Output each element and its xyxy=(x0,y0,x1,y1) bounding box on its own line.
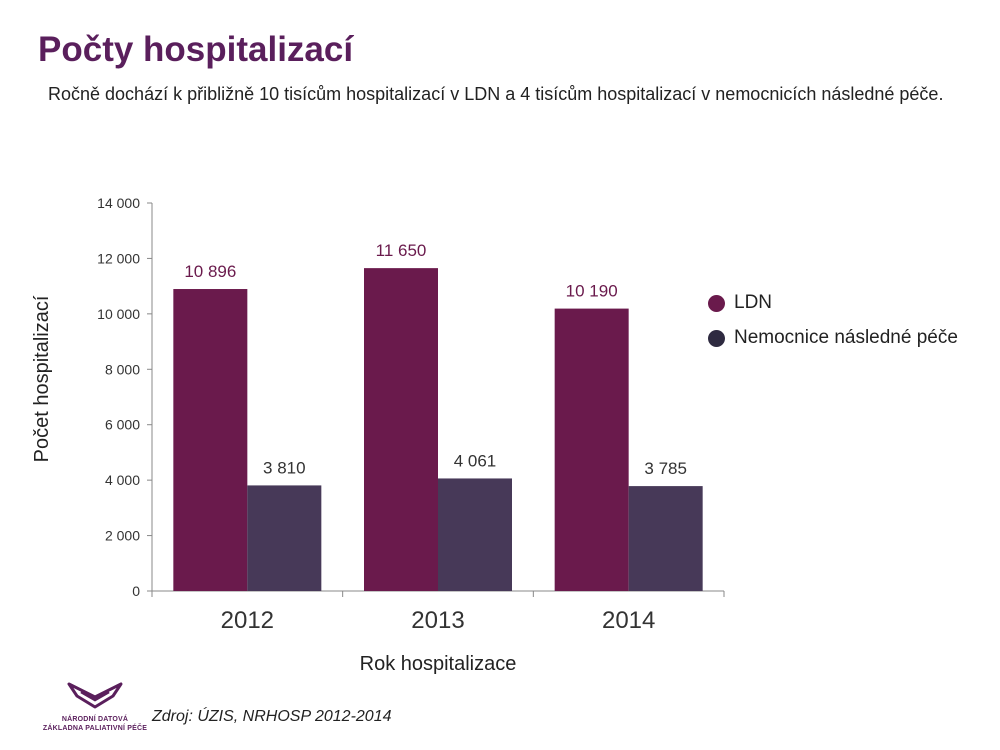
x-tick-label: 2014 xyxy=(602,607,655,634)
logo-text-line2: ZÁKLADNA PALIATIVNÍ PÉČE xyxy=(42,725,148,732)
x-axis-title: Rok hospitalizace xyxy=(360,653,517,675)
logo-text-line1: NÁRODNÍ DATOVÁ xyxy=(61,716,129,723)
bar-ldn xyxy=(173,289,248,591)
bar-nnp xyxy=(247,485,322,591)
data-label: 10 190 xyxy=(566,282,618,301)
y-tick-label: 2 000 xyxy=(105,528,140,544)
legend-swatch-nnp xyxy=(708,329,725,347)
x-tick-label: 2013 xyxy=(411,607,464,634)
legend-label-nnp: Nemocnice následné péče xyxy=(734,327,958,348)
source-note: Zdroj: ÚZIS, NRHOSP 2012-2014 xyxy=(152,708,392,725)
data-label: 3 785 xyxy=(644,459,687,478)
y-tick-label: 12 000 xyxy=(97,250,140,266)
y-tick-label: 14 000 xyxy=(97,195,140,211)
y-tick-label: 10 000 xyxy=(97,306,140,322)
y-tick-label: 4 000 xyxy=(105,472,140,488)
y-tick-label: 0 xyxy=(132,583,140,599)
butterfly-logo-icon xyxy=(67,682,123,709)
logo: NÁRODNÍ DATOVÁ ZÁKLADNA PALIATIVNÍ PÉČE xyxy=(40,680,150,733)
data-label: 11 650 xyxy=(376,241,427,260)
chart-legend: LDN Nemocnice následné péče xyxy=(708,288,958,358)
bar-nnp xyxy=(628,486,703,591)
legend-label-ldn: LDN xyxy=(734,292,773,313)
legend-item-nnp: Nemocnice následné péče xyxy=(708,323,958,353)
data-label: 3 810 xyxy=(263,458,306,477)
bar-ldn xyxy=(364,268,438,591)
y-tick-label: 8 000 xyxy=(105,361,140,377)
x-tick-label: 2012 xyxy=(221,607,274,634)
y-tick-label: 6 000 xyxy=(105,417,140,433)
page-subtitle: Ročně dochází k přibližně 10 tisícům hos… xyxy=(48,84,944,104)
legend-item-ldn: LDN xyxy=(708,288,958,318)
data-label: 4 061 xyxy=(454,451,497,470)
page-title: Počty hospitalizací xyxy=(38,30,354,69)
bar-ldn xyxy=(554,308,629,591)
legend-swatch-ldn xyxy=(708,294,725,312)
y-axis-title: Počet hospitalizací xyxy=(31,295,53,462)
data-label: 10 896 xyxy=(184,262,236,281)
bar-nnp xyxy=(438,478,512,591)
